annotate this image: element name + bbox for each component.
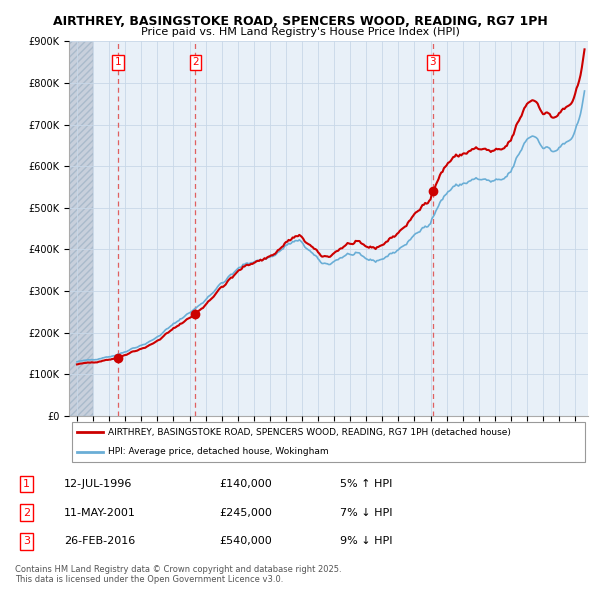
Text: 1: 1 bbox=[115, 57, 121, 67]
Text: Contains HM Land Registry data © Crown copyright and database right 2025.
This d: Contains HM Land Registry data © Crown c… bbox=[15, 565, 341, 584]
Text: 5% ↑ HPI: 5% ↑ HPI bbox=[340, 479, 392, 489]
Text: £245,000: £245,000 bbox=[220, 508, 272, 517]
FancyBboxPatch shape bbox=[71, 421, 586, 463]
Text: 3: 3 bbox=[430, 57, 436, 67]
Text: HPI: Average price, detached house, Wokingham: HPI: Average price, detached house, Woki… bbox=[108, 447, 329, 456]
Text: 1: 1 bbox=[23, 479, 30, 489]
Bar bbox=[69, 41, 93, 416]
Text: 7% ↓ HPI: 7% ↓ HPI bbox=[340, 508, 393, 517]
Bar bbox=[69, 41, 93, 416]
Text: Price paid vs. HM Land Registry's House Price Index (HPI): Price paid vs. HM Land Registry's House … bbox=[140, 27, 460, 37]
Text: AIRTHREY, BASINGSTOKE ROAD, SPENCERS WOOD, READING, RG7 1PH (detached house): AIRTHREY, BASINGSTOKE ROAD, SPENCERS WOO… bbox=[108, 428, 511, 437]
Text: AIRTHREY, BASINGSTOKE ROAD, SPENCERS WOOD, READING, RG7 1PH: AIRTHREY, BASINGSTOKE ROAD, SPENCERS WOO… bbox=[53, 15, 547, 28]
Text: 11-MAY-2001: 11-MAY-2001 bbox=[64, 508, 136, 517]
Text: 3: 3 bbox=[23, 536, 30, 546]
Text: 26-FEB-2016: 26-FEB-2016 bbox=[64, 536, 135, 546]
Text: 2: 2 bbox=[23, 508, 30, 517]
Text: 2: 2 bbox=[192, 57, 199, 67]
Text: £540,000: £540,000 bbox=[220, 536, 272, 546]
Text: 9% ↓ HPI: 9% ↓ HPI bbox=[340, 536, 393, 546]
Text: £140,000: £140,000 bbox=[220, 479, 272, 489]
Text: 12-JUL-1996: 12-JUL-1996 bbox=[64, 479, 132, 489]
